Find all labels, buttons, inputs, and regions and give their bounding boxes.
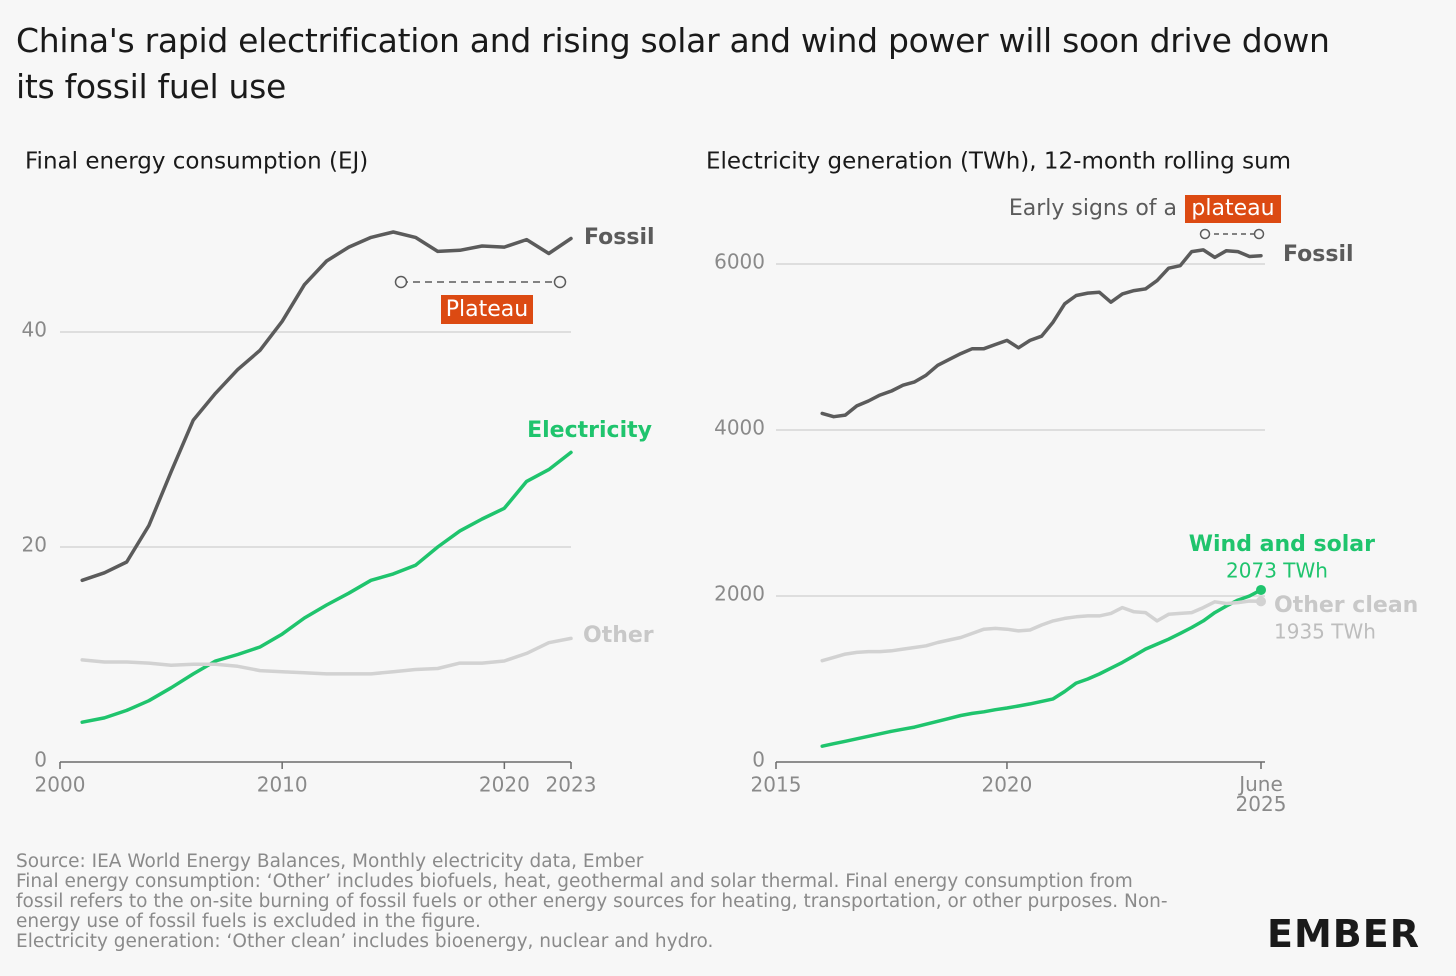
y-tick-label: 0 — [752, 748, 765, 772]
y-tick-label: 0 — [34, 748, 47, 772]
subtitle: Electricity generation (TWh), 12-month r… — [706, 149, 1291, 175]
annotation-box — [1185, 195, 1281, 223]
x-tick-label: 2010 — [257, 773, 308, 797]
plateau-bracket — [1199, 228, 1265, 240]
series-label: Electricity — [527, 418, 652, 443]
x-tick-label: 2020 — [479, 773, 530, 797]
annotation: Plateau — [446, 297, 528, 322]
end-point — [1256, 596, 1266, 607]
y-tick-label: 2000 — [714, 582, 765, 606]
series-label: Fossil — [1283, 242, 1354, 267]
series-line — [820, 588, 1263, 748]
x-tick-label: 2023 — [546, 773, 597, 797]
annotation: plateau — [1191, 196, 1274, 221]
annotation: Early signs of a — [1009, 196, 1177, 221]
note: Final energy consumption: ‘Other’ includ… — [16, 871, 1168, 932]
y-tick-label: 6000 — [714, 250, 765, 274]
y-tick-label: 4000 — [714, 416, 765, 440]
end-point — [1256, 584, 1266, 595]
plateau-bracket — [394, 275, 567, 289]
value-label: 1935 TWh — [1274, 620, 1376, 644]
series-line — [80, 636, 573, 676]
title: China's rapid electrification and rising… — [16, 21, 1330, 106]
x-tick-label: 2020 — [981, 773, 1032, 797]
note: Source: IEA World Energy Balances, Month… — [16, 851, 644, 872]
subtitle: Final energy consumption (EJ) — [25, 149, 368, 175]
x-tick-label: June 2025 — [1235, 772, 1287, 816]
series-label: Other — [583, 623, 654, 648]
series-label: Fossil — [584, 225, 655, 250]
series-line — [80, 450, 573, 724]
y-tick-label: 40 — [22, 318, 47, 342]
y-tick-label: 20 — [22, 533, 47, 557]
x-tick-label: 2000 — [35, 773, 86, 797]
series-line — [80, 230, 573, 583]
annotation-box — [441, 295, 533, 324]
x-tick-label: 2015 — [751, 773, 802, 797]
series-line — [820, 599, 1263, 663]
series-label: Other clean — [1274, 593, 1418, 618]
series-line — [820, 248, 1263, 419]
notes: Source: IEA World Energy Balances, Month… — [16, 852, 1176, 952]
series-label: Wind and solar — [1189, 532, 1375, 557]
note: Electricity generation: ‘Other clean’ in… — [16, 931, 714, 952]
value-label: 2073 TWh — [1226, 559, 1328, 583]
logo: EMBER — [1267, 912, 1420, 956]
